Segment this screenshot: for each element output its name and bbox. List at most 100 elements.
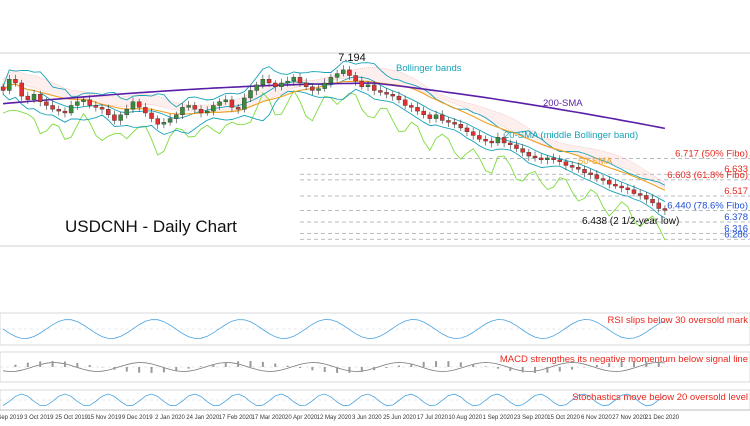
macd-bar xyxy=(398,366,400,367)
macd-bar xyxy=(299,367,301,368)
macd-bar xyxy=(571,367,573,370)
macd-bar xyxy=(435,361,437,367)
macd-bar xyxy=(64,362,66,367)
candle-body xyxy=(211,105,215,111)
x-tick-label: 24 Jan 2020 xyxy=(186,415,220,421)
candle-body xyxy=(32,94,36,100)
candle-body xyxy=(279,83,283,87)
candle-body xyxy=(199,109,203,113)
candle-body xyxy=(564,162,568,166)
candle-body xyxy=(471,132,475,136)
x-tick-label: 3 Jun 2020 xyxy=(352,415,382,421)
macd-bar xyxy=(596,365,598,367)
macd-bar xyxy=(212,364,214,367)
macd-bar xyxy=(89,365,91,367)
candle-body xyxy=(51,105,55,109)
candle-body xyxy=(527,152,531,156)
fibo-level-label: 6.286 xyxy=(724,229,748,240)
macd-bar xyxy=(447,361,449,367)
candle-body xyxy=(323,83,327,89)
candle-body xyxy=(589,173,593,175)
candle-body xyxy=(168,119,172,123)
candle-body xyxy=(156,119,160,125)
x-tick-label: 9 Dec 2019 xyxy=(122,415,153,421)
macd-bar xyxy=(39,361,41,367)
macd-bar xyxy=(250,361,252,367)
x-tick-label: 23 Sep 2020 xyxy=(514,415,549,421)
candle-body xyxy=(397,96,401,100)
candle-body xyxy=(137,102,141,108)
macd-bar xyxy=(336,367,338,373)
x-tick-label: 6 Nov 2020 xyxy=(581,415,612,421)
candle-body xyxy=(545,158,549,160)
macd-bar xyxy=(14,365,16,367)
macd-bar xyxy=(151,367,153,373)
candle-body xyxy=(496,137,500,143)
candle-body xyxy=(119,115,123,121)
candle-body xyxy=(20,83,24,96)
panel-annotation: RSI slips below 30 oversold mark xyxy=(608,315,749,326)
candle-body xyxy=(613,184,617,186)
candle-body xyxy=(57,109,61,111)
candle-body xyxy=(428,115,432,119)
candle-body xyxy=(224,100,228,102)
candle-body xyxy=(558,160,562,162)
macd-bar xyxy=(348,367,350,373)
candle-body xyxy=(552,158,556,160)
x-tick-label: 3 Oct 2019 xyxy=(24,415,54,421)
macd-bar xyxy=(175,367,177,371)
macd-bar xyxy=(311,367,313,370)
candle-body xyxy=(539,158,543,160)
candle-body xyxy=(341,70,345,74)
macd-bar xyxy=(188,367,190,369)
candle-body xyxy=(94,105,98,107)
candle-body xyxy=(626,188,630,190)
macd-bar xyxy=(373,367,375,370)
x-tick-label: 25 Jun 2020 xyxy=(383,415,417,421)
candle-body xyxy=(620,186,624,188)
candle-body xyxy=(576,167,580,169)
macd-bar xyxy=(410,363,412,367)
macd-bar xyxy=(386,367,388,368)
high-annotation: 7.194 xyxy=(338,52,366,64)
candle-body xyxy=(570,165,574,167)
candle-body xyxy=(453,122,457,124)
candle-body xyxy=(1,87,5,91)
candle-body xyxy=(601,179,605,181)
candle-body xyxy=(131,102,135,109)
candle-body xyxy=(459,124,463,128)
candle-body xyxy=(638,194,642,196)
candle-body xyxy=(657,203,661,209)
candle-body xyxy=(329,77,333,83)
candle-body xyxy=(316,89,320,91)
fibo-level-label: 6.517 xyxy=(724,186,748,197)
candle-body xyxy=(490,141,494,143)
chart-title: USDCNH - Daily Chart xyxy=(65,217,237,236)
candle-body xyxy=(286,81,290,83)
candle-body xyxy=(663,209,667,211)
candle-body xyxy=(69,105,73,112)
candle-body xyxy=(44,102,48,106)
macd-bar xyxy=(27,363,29,367)
x-tick-label: 27 Nov 2020 xyxy=(612,415,647,421)
candle-body xyxy=(273,83,277,87)
candle-body xyxy=(440,115,444,121)
macd-bar xyxy=(138,367,140,373)
candle-body xyxy=(644,195,648,199)
candle-body xyxy=(88,100,92,106)
candle-body xyxy=(632,190,636,194)
candle-body xyxy=(63,111,67,113)
macd-bar xyxy=(126,367,128,372)
candle-body xyxy=(533,156,537,158)
candle-body xyxy=(180,107,184,114)
candle-body xyxy=(477,135,481,139)
candle-body xyxy=(582,169,586,173)
x-tick-label: 12 May 2020 xyxy=(317,415,352,421)
candle-body xyxy=(409,105,413,107)
macd-bar xyxy=(324,367,326,372)
candle-body xyxy=(372,85,376,91)
candle-body xyxy=(100,107,104,109)
